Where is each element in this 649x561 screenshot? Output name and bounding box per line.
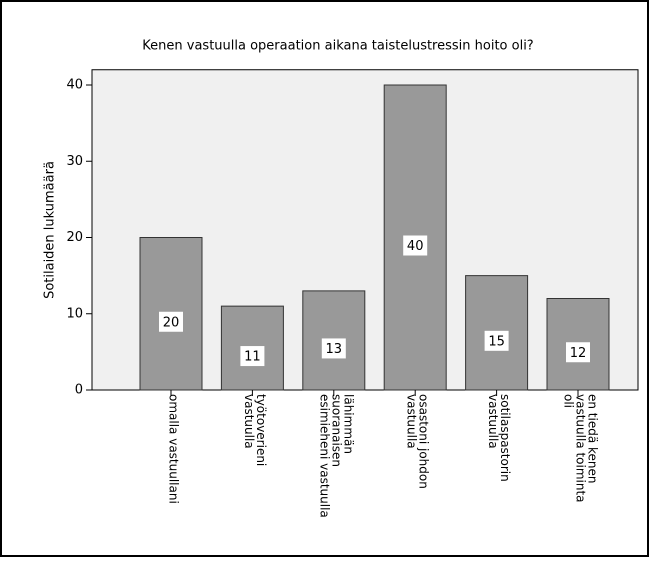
x-tick-label: omalla vastuullani <box>167 394 181 504</box>
x-tick-label: esimieheni vastuulla <box>317 394 331 518</box>
value-label-box <box>484 330 509 351</box>
x-tick-label: lähimmän <box>341 394 355 454</box>
x-tick-label: oli <box>562 394 576 408</box>
x-tick-label: suoranaisen <box>329 394 343 467</box>
value-label-box <box>403 235 428 256</box>
y-tick-label: 20 <box>66 230 83 245</box>
x-tick-label: vastuulla <box>242 394 256 449</box>
value-label: 20 <box>163 315 180 330</box>
x-tick-label: vastuulla <box>486 394 500 449</box>
x-tick-label: en tiedä kenen <box>586 394 600 484</box>
value-label: 11 <box>244 350 261 365</box>
value-label-box <box>566 342 590 363</box>
x-tick-label: osastoni johdon <box>417 394 431 489</box>
value-label-box <box>321 338 346 359</box>
y-tick-label: 30 <box>66 154 83 169</box>
value-label-box <box>240 346 265 367</box>
y-tick-label: 0 <box>75 383 83 398</box>
x-tick-label: vastuulla toiminta <box>574 394 588 503</box>
value-label: 15 <box>488 334 505 349</box>
bar <box>220 305 284 391</box>
value-label: 13 <box>326 342 343 357</box>
x-tick-label: sotilaspastorin <box>498 394 512 482</box>
y-tick-label: 40 <box>66 78 83 93</box>
value-label: 12 <box>570 346 587 361</box>
value-label: 40 <box>407 239 424 254</box>
value-label-box <box>159 311 183 332</box>
y-tick-label: 10 <box>66 306 83 321</box>
x-tick-label: vastuulla <box>405 394 419 449</box>
chart-title: Kenen vastuulla operaation aikana taiste… <box>142 39 533 54</box>
x-tick-label: työtoverieni <box>254 394 268 466</box>
y-axis-label: Sotilaiden lukumäärä <box>43 161 58 299</box>
